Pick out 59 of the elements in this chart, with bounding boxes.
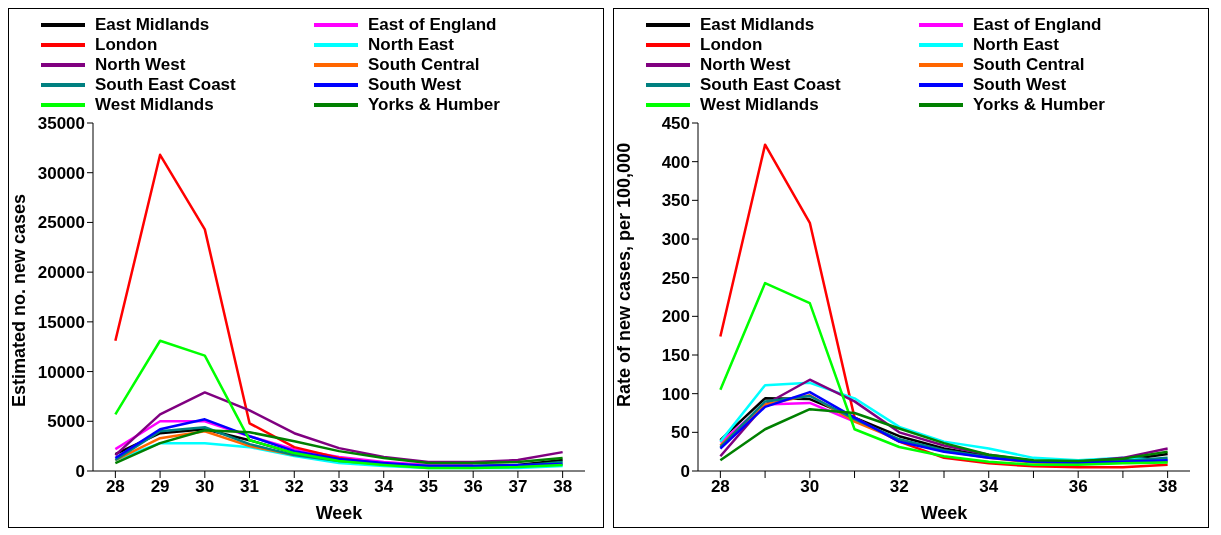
y-tick-label: 35000 <box>37 114 85 134</box>
legend-label: West Midlands <box>700 95 819 115</box>
legend-label: South West <box>368 75 462 95</box>
x-tick-label: 35 <box>418 477 438 497</box>
y-tick-label: 20000 <box>37 263 85 283</box>
legend-label: South Central <box>368 55 480 75</box>
x-tick-label: 31 <box>240 477 260 497</box>
legend-label: South West <box>973 75 1067 95</box>
x-tick-label: 37 <box>508 477 528 497</box>
y-tick-label: 200 <box>661 307 690 327</box>
legend-label: London <box>95 35 158 55</box>
legend-label: East of England <box>368 15 497 35</box>
x-tick-label: 32 <box>889 477 909 497</box>
y-tick-label: 5000 <box>47 412 85 432</box>
x-tick-label: 33 <box>329 477 349 497</box>
legend-label: North East <box>368 35 454 55</box>
legend-label: North West <box>700 55 791 75</box>
x-tick-label: 28 <box>710 477 730 497</box>
x-axis-title: Week <box>920 503 969 523</box>
y-tick-label: 100 <box>661 384 690 404</box>
y-axis-title: Rate of new cases, per 100,000 <box>614 142 635 407</box>
y-tick-label: 0 <box>75 462 85 482</box>
y-tick-label: 400 <box>661 152 690 172</box>
x-tick-label: 36 <box>463 477 483 497</box>
x-tick-label: 32 <box>284 477 304 497</box>
x-tick-label: 38 <box>553 477 573 497</box>
x-tick-label: 28 <box>105 477 125 497</box>
legend-label: East of England <box>973 15 1102 35</box>
y-tick-label: 30000 <box>37 163 85 183</box>
legend-label: Yorks & Humber <box>368 95 500 115</box>
legend-label: South East Coast <box>700 75 841 95</box>
x-tick-label: 30 <box>800 477 820 497</box>
legend-label: South Central <box>973 55 1085 75</box>
x-axis-title: Week <box>315 503 364 523</box>
x-tick-label: 34 <box>979 477 999 497</box>
y-tick-label: 300 <box>661 230 690 250</box>
x-tick-label: 38 <box>1158 477 1178 497</box>
y-axis-title: Estimated no. new cases <box>9 193 30 407</box>
legend-label: North West <box>95 55 186 75</box>
legend-label: East Midlands <box>700 15 815 35</box>
y-tick-label: 15000 <box>37 312 85 332</box>
x-tick-label: 34 <box>374 477 394 497</box>
y-tick-label: 0 <box>680 462 690 482</box>
x-tick-label: 30 <box>195 477 215 497</box>
legend-label: South East Coast <box>95 75 236 95</box>
y-tick-label: 10000 <box>37 362 85 382</box>
y-tick-label: 150 <box>661 346 690 366</box>
legend-label: North East <box>973 35 1059 55</box>
legend-label: London <box>700 35 763 55</box>
y-tick-label: 25000 <box>37 213 85 233</box>
x-tick-label: 29 <box>150 477 170 497</box>
legend-label: Yorks & Humber <box>973 95 1105 115</box>
x-tick-label: 36 <box>1068 477 1088 497</box>
legend-label: West Midlands <box>95 95 214 115</box>
y-tick-label: 50 <box>671 423 690 443</box>
y-tick-label: 250 <box>661 268 690 288</box>
y-tick-label: 450 <box>661 114 690 134</box>
y-tick-label: 350 <box>661 191 690 211</box>
legend-label: East Midlands <box>95 15 210 35</box>
